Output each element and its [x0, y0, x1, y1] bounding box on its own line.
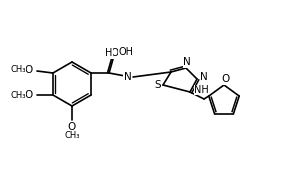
Text: N: N	[200, 72, 208, 82]
Text: N: N	[124, 72, 132, 82]
Text: O: O	[110, 48, 118, 58]
Text: OH: OH	[118, 47, 133, 57]
Text: O: O	[68, 122, 76, 132]
Text: S: S	[155, 80, 161, 90]
Text: O: O	[25, 90, 33, 100]
Text: NH: NH	[194, 85, 209, 95]
Text: N: N	[123, 72, 131, 82]
Text: N: N	[183, 57, 191, 67]
Text: O: O	[221, 74, 229, 84]
Text: CH₃: CH₃	[10, 90, 26, 100]
Text: CH₃: CH₃	[64, 132, 80, 140]
Text: O: O	[25, 65, 33, 75]
Text: CH₃: CH₃	[10, 66, 26, 75]
Text: H: H	[105, 48, 113, 58]
